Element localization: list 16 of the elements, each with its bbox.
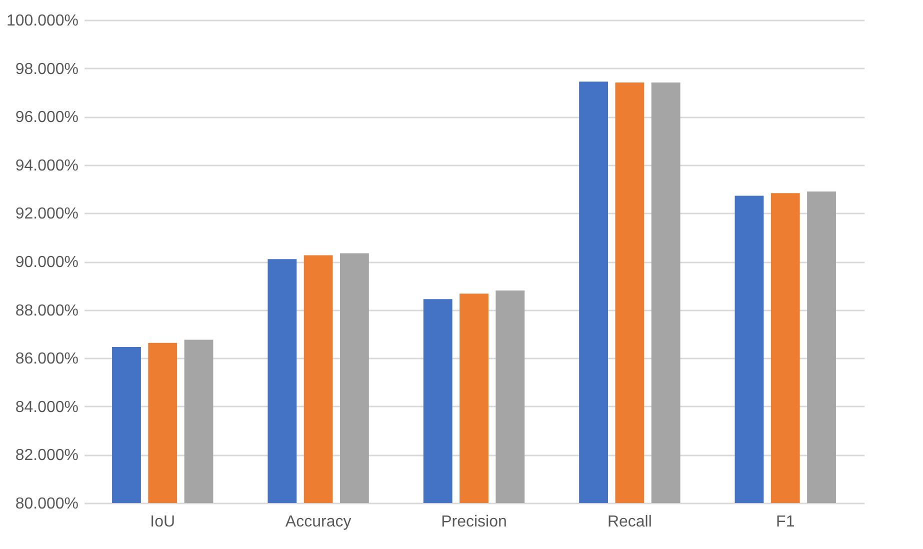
y-tick-label: 86.000%	[15, 350, 78, 368]
y-tick-label: 92.000%	[15, 206, 78, 223]
y-tick-label: 82.000%	[15, 447, 78, 464]
x-tick-label: IoU	[150, 514, 176, 530]
x-tick-label: Accuracy	[285, 514, 352, 530]
y-tick-label: 80.000%	[15, 496, 78, 512]
y-tick-label: 94.000%	[15, 157, 78, 174]
y-tick-label: 88.000%	[15, 302, 78, 320]
y-tick-label: 84.000%	[15, 398, 78, 416]
y-tick-label: 96.000%	[15, 109, 78, 126]
y-tick-label: 100.000%	[6, 12, 78, 30]
y-tick-label: 98.000%	[15, 60, 78, 78]
x-tick-label: Precision	[441, 514, 507, 530]
x-tick-label: Recall	[607, 514, 652, 530]
x-tick-label: F1	[776, 514, 795, 530]
y-tick-label: 90.000%	[15, 254, 78, 271]
